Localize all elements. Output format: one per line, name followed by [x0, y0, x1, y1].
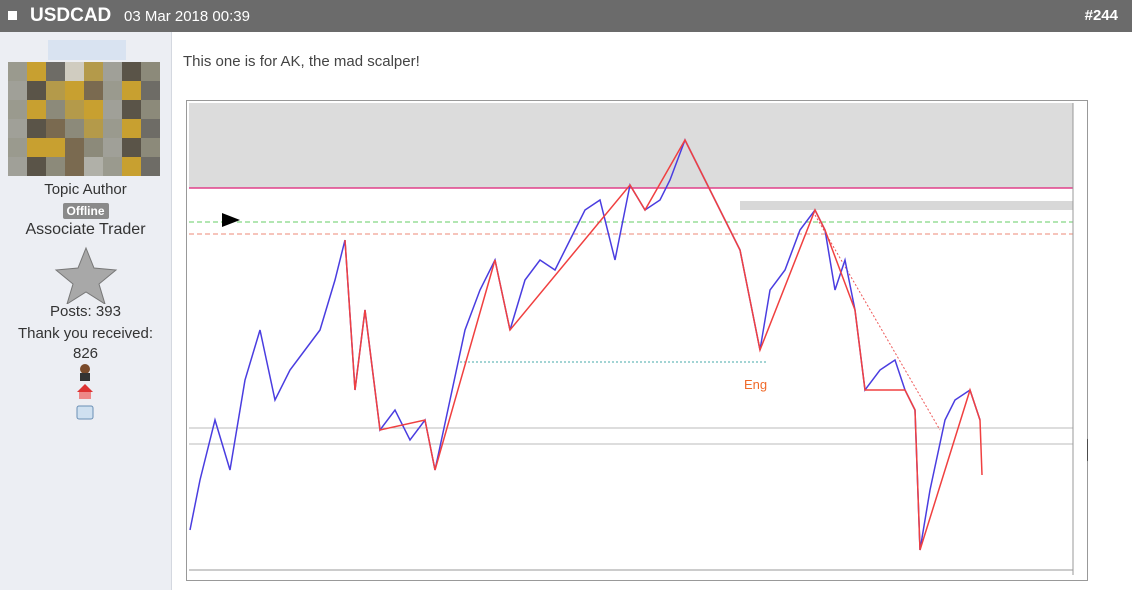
avatar-pixel — [27, 62, 46, 81]
author-panel: Topic Author Offline Associate Trader Po… — [0, 32, 172, 590]
avatar-pixel — [122, 100, 141, 119]
author-rank: Associate Trader — [25, 221, 146, 238]
avatar-pixel — [27, 81, 46, 100]
avatar-pixel — [103, 157, 122, 176]
post-icon — [8, 11, 17, 20]
avatar-pixel — [27, 157, 46, 176]
avatar-pixel — [141, 81, 160, 100]
author-thanks: Thank you received: 826 — [17, 325, 154, 362]
rank-star — [54, 246, 118, 304]
avatar-pixel — [65, 62, 84, 81]
post-number[interactable]: #244 — [1084, 7, 1118, 24]
avatar-pixel — [8, 157, 27, 176]
avatar-pixel — [122, 81, 141, 100]
avatar-pixel — [65, 81, 84, 100]
author-icons[interactable] — [0, 362, 171, 432]
avatar-pixel — [46, 157, 65, 176]
chart-annotation: Eng — [744, 377, 767, 392]
avatar-pixel — [122, 62, 141, 81]
avatar-pixel — [141, 119, 160, 138]
avatar-pixel — [103, 81, 122, 100]
avatar[interactable] — [0, 32, 171, 182]
avatar-pixel — [65, 119, 84, 138]
avatar-pixel — [27, 100, 46, 119]
avatar-pixel — [122, 157, 141, 176]
avatar-pixel — [46, 62, 65, 81]
avatar-pixel — [8, 119, 27, 138]
avatar-pixel — [8, 81, 27, 100]
avatar-pixel — [84, 100, 103, 119]
avatar-pixel — [65, 138, 84, 157]
post-date: 03 Mar 2018 00:39 — [124, 8, 250, 25]
avatar-pixel — [84, 138, 103, 157]
avatar-pixel — [84, 81, 103, 100]
avatar-pixel — [141, 62, 160, 81]
avatar-pixel — [27, 119, 46, 138]
avatar-pixel — [65, 157, 84, 176]
status-badge: Offline — [62, 203, 109, 219]
avatar-pixel — [141, 100, 160, 119]
avatar-pixel — [8, 100, 27, 119]
author-posts: Posts: 393 — [50, 303, 121, 320]
avatar-pixel — [8, 62, 27, 81]
chart-image: Eng — [186, 100, 1088, 581]
avatar-pixel — [46, 119, 65, 138]
post-header: USDCAD 03 Mar 2018 00:39 #244 — [0, 0, 1132, 32]
avatar-pixel — [84, 119, 103, 138]
message-text: This one is for AK, the mad scalper! — [183, 53, 420, 70]
avatar-pixel — [103, 62, 122, 81]
avatar-pixel — [122, 138, 141, 157]
avatar-pixel — [27, 138, 46, 157]
avatar-pixel — [84, 62, 103, 81]
author-role: Topic Author — [44, 181, 127, 198]
avatar-pixel — [103, 100, 122, 119]
avatar-pixel — [84, 157, 103, 176]
avatar-pixel — [46, 100, 65, 119]
avatar-pixel — [46, 81, 65, 100]
avatar-pixel — [103, 119, 122, 138]
avatar-pixel — [103, 138, 122, 157]
post-title[interactable]: USDCAD — [30, 5, 112, 26]
avatar-pixel — [141, 157, 160, 176]
avatar-pixel — [122, 119, 141, 138]
avatar-pixel — [65, 100, 84, 119]
avatar-pixel — [141, 138, 160, 157]
avatar-pixel — [46, 138, 65, 157]
avatar-pixel — [8, 138, 27, 157]
